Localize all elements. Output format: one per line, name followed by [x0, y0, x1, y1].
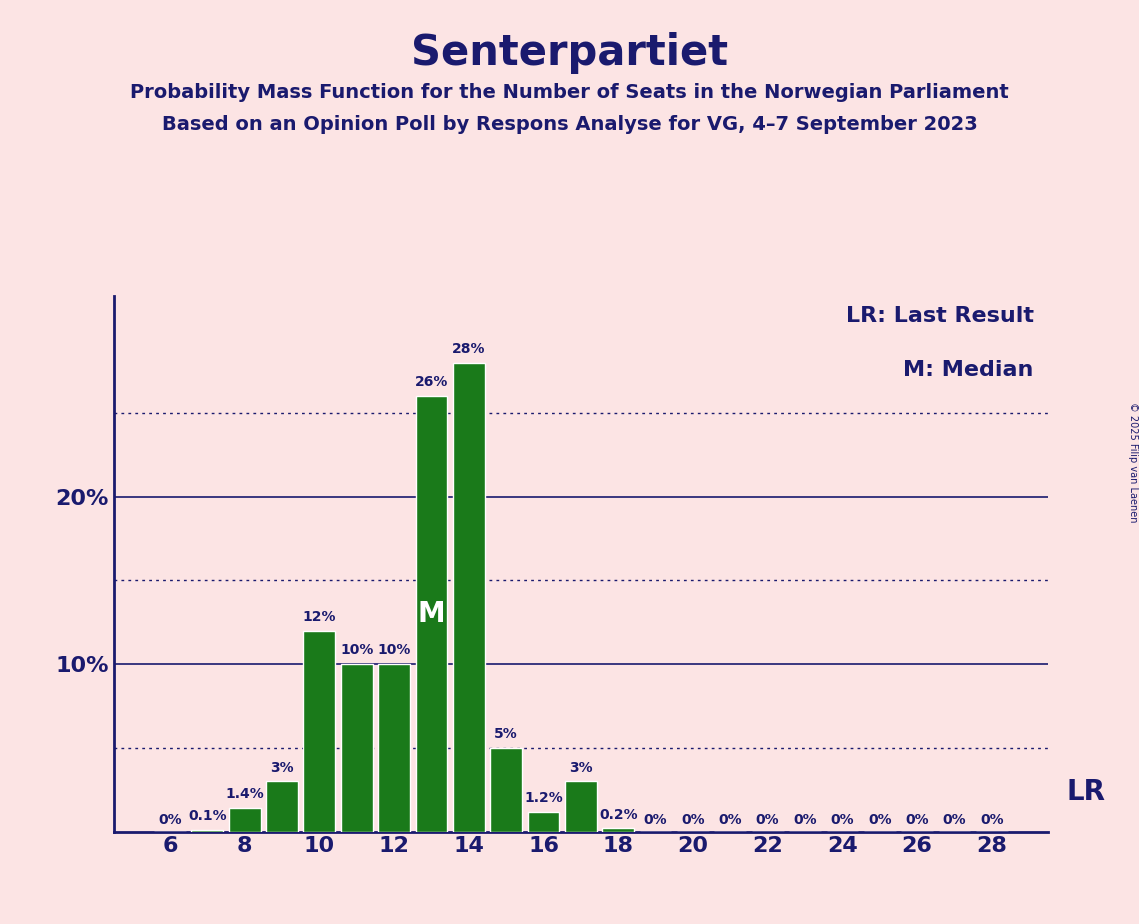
Bar	[341, 664, 372, 832]
Text: 0%: 0%	[158, 812, 182, 827]
Text: 28%: 28%	[452, 342, 485, 356]
Text: 0%: 0%	[943, 812, 966, 827]
Text: 0%: 0%	[756, 812, 779, 827]
Text: © 2025 Filip van Laenen: © 2025 Filip van Laenen	[1129, 402, 1138, 522]
Bar	[229, 808, 261, 832]
Text: 0%: 0%	[868, 812, 892, 827]
Text: 0%: 0%	[830, 812, 854, 827]
Text: Probability Mass Function for the Number of Seats in the Norwegian Parliament: Probability Mass Function for the Number…	[130, 83, 1009, 103]
Text: Senterpartiet: Senterpartiet	[411, 32, 728, 74]
Text: 0%: 0%	[681, 812, 705, 827]
Text: 10%: 10%	[377, 643, 411, 658]
Text: 0.2%: 0.2%	[599, 808, 638, 821]
Text: 0%: 0%	[644, 812, 667, 827]
Text: 0.1%: 0.1%	[188, 809, 227, 823]
Text: LR: LR	[1066, 778, 1106, 806]
Text: M: Median: M: Median	[903, 360, 1034, 380]
Bar	[565, 782, 597, 832]
Bar	[603, 828, 634, 832]
Text: M: M	[418, 600, 445, 628]
Text: 0%: 0%	[980, 812, 1003, 827]
Text: LR: Last Result: LR: Last Result	[846, 307, 1034, 326]
Text: 1.4%: 1.4%	[226, 787, 264, 801]
Bar	[490, 748, 522, 832]
Text: 3%: 3%	[570, 760, 592, 774]
Bar	[527, 811, 559, 832]
Text: 5%: 5%	[494, 727, 518, 741]
Bar	[416, 396, 448, 832]
Bar	[453, 363, 485, 832]
Bar	[191, 830, 223, 832]
Text: 12%: 12%	[303, 610, 336, 624]
Text: 3%: 3%	[270, 760, 294, 774]
Text: Based on an Opinion Poll by Respons Analyse for VG, 4–7 September 2023: Based on an Opinion Poll by Respons Anal…	[162, 116, 977, 135]
Bar	[303, 630, 335, 832]
Text: 0%: 0%	[793, 812, 817, 827]
Text: 1.2%: 1.2%	[524, 791, 563, 805]
Text: 10%: 10%	[341, 643, 374, 658]
Bar	[378, 664, 410, 832]
Text: 0%: 0%	[719, 812, 743, 827]
Bar	[267, 782, 298, 832]
Text: 0%: 0%	[906, 812, 929, 827]
Text: 26%: 26%	[415, 375, 448, 390]
